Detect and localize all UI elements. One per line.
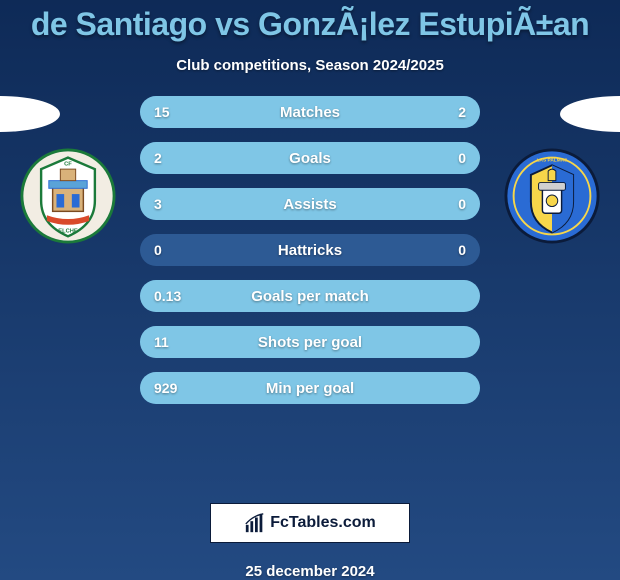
stat-label: Goals per match	[140, 280, 480, 312]
fctables-logo-icon	[244, 512, 266, 534]
right-ellipse-accent	[560, 96, 620, 132]
date-label: 25 december 2024	[245, 563, 374, 580]
stat-label: Min per goal	[140, 372, 480, 404]
left-ellipse-accent	[0, 96, 60, 132]
las-palmas-crest-icon: LAS PALMAS	[504, 148, 600, 244]
svg-text:LAS PALMAS: LAS PALMAS	[537, 157, 568, 163]
svg-text:CF: CF	[64, 161, 72, 167]
comparison-region: CF ELCHE LAS PALMAS 152Matches 20Goals 30A…	[0, 96, 620, 491]
page-subtitle: Club competitions, Season 2024/2025	[176, 57, 444, 74]
stat-row: 152Matches	[140, 96, 480, 128]
stat-row: 0.13Goals per match	[140, 280, 480, 312]
stat-rows: 152Matches 20Goals 30Assists 00Hattricks 0.1…	[140, 96, 480, 404]
right-club-crest: LAS PALMAS	[504, 148, 600, 244]
elche-crest-icon: CF ELCHE	[20, 148, 116, 244]
branding-text: FcTables.com	[270, 514, 376, 532]
stat-row: 00Hattricks	[140, 234, 480, 266]
stat-row: 20Goals	[140, 142, 480, 174]
left-club-crest: CF ELCHE	[20, 148, 116, 244]
stat-row: 30Assists	[140, 188, 480, 220]
stat-label: Assists	[140, 188, 480, 220]
stat-row: 929Min per goal	[140, 372, 480, 404]
stat-label: Matches	[140, 96, 480, 128]
svg-text:ELCHE: ELCHE	[58, 228, 78, 234]
page-title: de Santiago vs GonzÃ¡lez EstupiÃ±an	[31, 6, 589, 43]
content-root: de Santiago vs GonzÃ¡lez EstupiÃ±an Club…	[0, 0, 620, 580]
branding-badge: FcTables.com	[210, 503, 410, 543]
stat-label: Goals	[140, 142, 480, 174]
stat-row: 11Shots per goal	[140, 326, 480, 358]
stat-label: Shots per goal	[140, 326, 480, 358]
stat-label: Hattricks	[140, 234, 480, 266]
